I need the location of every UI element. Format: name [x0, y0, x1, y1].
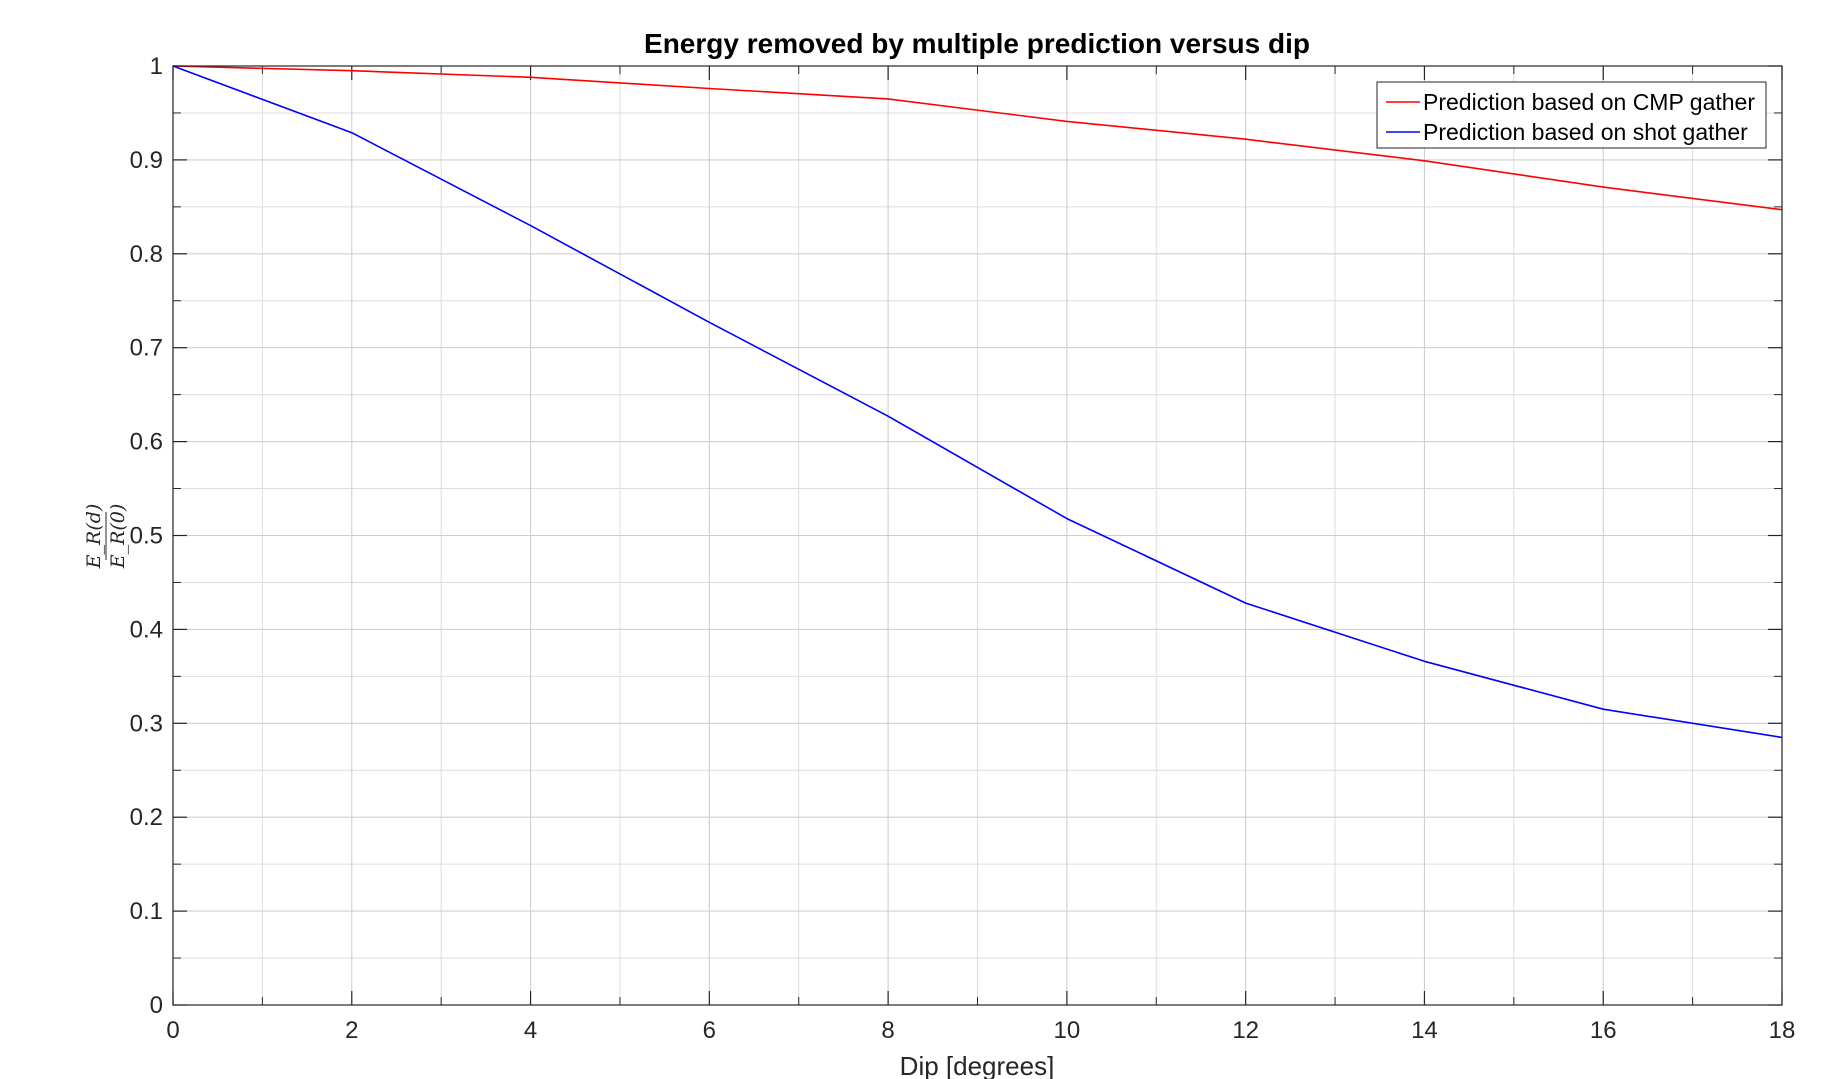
y-tick-label: 0.5 — [130, 523, 163, 550]
y-axis-label: E_R(d) E_R(0) — [83, 504, 129, 570]
y-tick-label: 0.9 — [130, 147, 163, 174]
x-tick-label: 6 — [703, 1017, 716, 1044]
y-tick-label: 0 — [150, 992, 163, 1019]
x-tick-labels: 0 2 4 6 8 10 12 14 16 18 — [166, 1017, 1795, 1044]
series-lines — [172, 65, 1783, 739]
y-tick-label: 0.1 — [130, 898, 163, 925]
series-line-cmp-gather — [172, 65, 1783, 211]
y-tick-label: 0.8 — [130, 241, 163, 268]
y-tick-label: 0.2 — [130, 804, 163, 831]
x-tick-label: 16 — [1590, 1017, 1617, 1044]
grid — [172, 65, 1783, 1006]
x-tick-label: 18 — [1769, 1017, 1796, 1044]
x-tick-label: 14 — [1411, 1017, 1438, 1044]
x-tick-label: 2 — [345, 1017, 358, 1044]
legend-label-cmp: Prediction based on CMP gather — [1423, 89, 1755, 115]
y-tick-label: 0.6 — [130, 429, 163, 456]
y-tick-label: 1 — [150, 53, 163, 80]
y-axis-label-numerator: E_R(d) — [83, 504, 105, 570]
y-tick-label: 0.3 — [130, 710, 163, 737]
legend-label-shot: Prediction based on shot gather — [1423, 119, 1748, 145]
plot-frame — [172, 65, 1783, 1006]
chart-title: Energy removed by multiple prediction ve… — [644, 28, 1310, 59]
y-tick-labels: 0 0.1 0.2 0.3 0.4 0.5 0.6 0.7 0.8 0.9 1 — [130, 53, 163, 1019]
x-tick-label: 0 — [166, 1017, 179, 1044]
y-axis-label-denominator: E_R(0) — [107, 504, 129, 570]
y-tick-label: 0.7 — [130, 335, 163, 362]
series-line-shot-gather — [172, 65, 1783, 739]
legend: Prediction based on CMP gather Predictio… — [1376, 81, 1767, 149]
x-tick-label: 12 — [1232, 1017, 1259, 1044]
x-axis-label: Dip [degrees] — [900, 1051, 1055, 1079]
x-tick-label: 4 — [524, 1017, 537, 1044]
y-tick-label: 0.4 — [130, 616, 163, 643]
legend-box — [1376, 81, 1767, 149]
x-tick-label: 8 — [881, 1017, 894, 1044]
x-tick-label: 10 — [1054, 1017, 1081, 1044]
